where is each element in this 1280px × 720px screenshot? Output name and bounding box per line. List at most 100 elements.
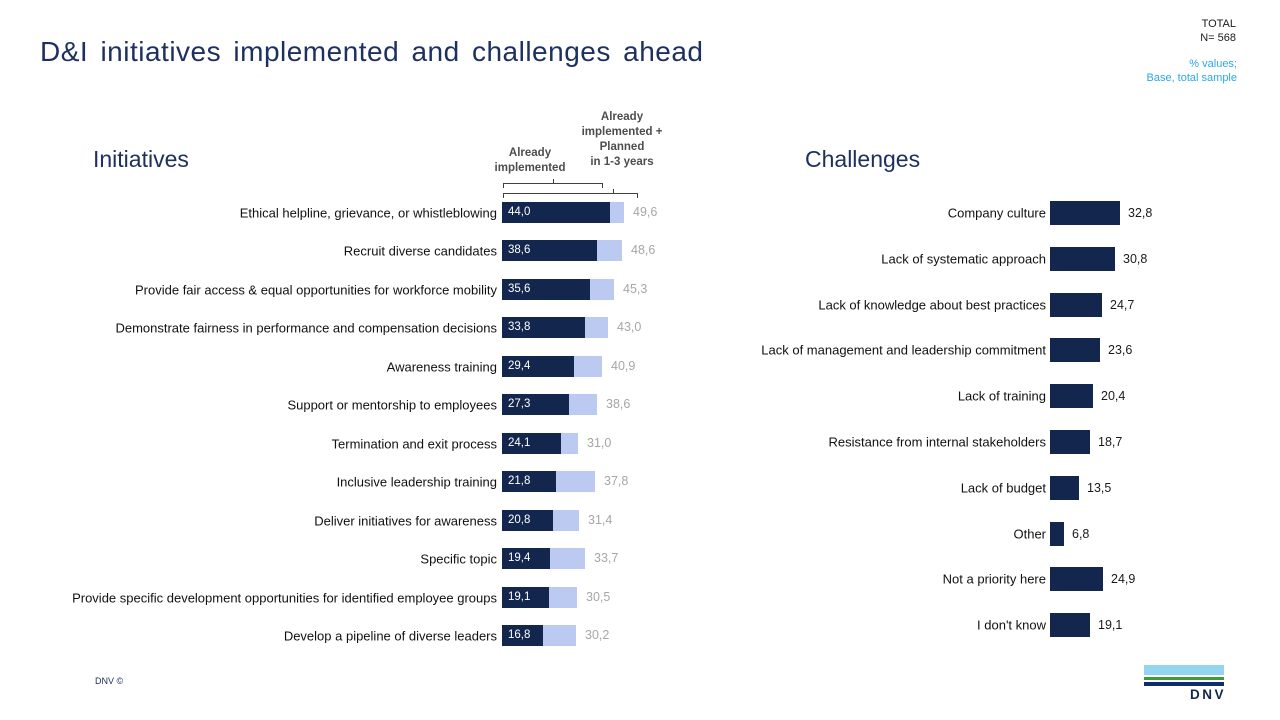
bar-already-implemented: 29,4 [502, 356, 574, 377]
bracket-already-implemented [503, 179, 603, 188]
header1-line1: Already [508, 147, 552, 159]
total-sample-block: TOTAL N= 568 [1200, 17, 1236, 45]
total-value-label: 30,5 [586, 590, 611, 604]
total-value-label: 45,3 [623, 282, 648, 296]
total-value-label: 40,9 [611, 359, 636, 373]
challenge-row: Lack of management and leadership commit… [0, 338, 1280, 362]
implemented-value-label: 19,1 [508, 591, 531, 603]
initiative-row: Ethical helpline, grievance, or whistleb… [0, 202, 1280, 223]
challenge-row: Company culture 32,8 [0, 201, 1280, 225]
footer-copyright: DNV © [95, 676, 124, 686]
bar-challenge [1050, 522, 1064, 546]
total-value-label: 38,6 [606, 397, 631, 411]
challenge-value-label: 18,7 [1098, 435, 1123, 449]
initiative-row: Specific topic 19,4 33,7 [0, 548, 1280, 569]
column-header-already-implemented: Already implemented [478, 146, 582, 176]
challenge-row: Lack of knowledge about best practices 24… [0, 293, 1280, 317]
bar-already-implemented: 35,6 [502, 279, 590, 300]
challenge-category-label: Lack of management and leadership commit… [761, 342, 1046, 358]
total-value-label: 31,0 [587, 436, 612, 450]
challenge-category-label: Lack of systematic approach [881, 251, 1046, 267]
bar-challenge [1050, 476, 1079, 500]
initiatives-section-title: Initiatives [93, 146, 189, 172]
initiative-row: Awareness training 29,4 40,9 [0, 356, 1280, 377]
header2-line3: Planned [599, 141, 645, 153]
bar-planned-1-3-years [556, 471, 595, 492]
total-value-label: 33,7 [594, 551, 619, 565]
challenge-value-label: 19,1 [1098, 618, 1123, 632]
total-value-label: 48,6 [631, 243, 656, 257]
challenges-section-title: Challenges [805, 146, 921, 172]
bar-planned-1-3-years [549, 587, 577, 608]
bar-planned-1-3-years [569, 394, 597, 415]
bar-planned-1-3-years [610, 202, 624, 223]
total-value-label: 49,6 [633, 205, 658, 219]
challenge-row: Not a priority here 24,9 [0, 567, 1280, 591]
challenge-category-label: Lack of knowledge about best practices [818, 297, 1046, 313]
bar-already-implemented: 16,8 [502, 625, 543, 646]
challenge-row: Other 6,8 [0, 522, 1280, 546]
note-line-2: Base, total sample [1146, 72, 1238, 84]
challenge-value-label: 20,4 [1101, 389, 1126, 403]
challenge-value-label: 30,8 [1123, 252, 1148, 266]
bar-planned-1-3-years [585, 317, 608, 338]
bar-planned-1-3-years [553, 510, 579, 531]
bar-already-implemented: 19,4 [502, 548, 550, 569]
logo-sky-bar [1144, 665, 1224, 675]
logo-wordmark: DNV [1189, 687, 1226, 702]
challenge-category-label: Lack of budget [960, 480, 1046, 496]
challenge-category-label: I don't know [977, 617, 1046, 633]
initiative-category-label: Demonstrate fairness in performance and … [115, 319, 497, 335]
total-value-label: 43,0 [617, 320, 642, 334]
initiative-category-label: Deliver initiatives for awareness [314, 512, 497, 528]
bar-challenge [1050, 247, 1115, 271]
initiative-category-label: Recruit diverse candidates [343, 242, 497, 258]
challenge-value-label: 23,6 [1108, 343, 1133, 357]
total-value-label: 37,8 [604, 474, 629, 488]
initiative-category-label: Ethical helpline, grievance, or whistleb… [239, 204, 497, 220]
implemented-value-label: 38,6 [508, 244, 531, 256]
challenge-value-label: 24,7 [1110, 298, 1135, 312]
bar-already-implemented: 20,8 [502, 510, 553, 531]
implemented-value-label: 19,4 [508, 552, 531, 564]
total-value-label: 30,2 [585, 628, 610, 642]
bar-planned-1-3-years [543, 625, 576, 646]
header1-line2: implemented [494, 162, 566, 174]
page-title: D&I initiatives implemented and challeng… [40, 36, 704, 67]
bar-challenge [1050, 384, 1093, 408]
header2-line1: Already [600, 111, 644, 123]
initiative-category-label: Awareness training [386, 358, 497, 374]
initiative-category-label: Termination and exit process [331, 435, 497, 451]
bar-challenge [1050, 201, 1120, 225]
initiative-row: Inclusive leadership training 21,8 37,8 [0, 471, 1280, 492]
initiative-row: Provide fair access & equal opportunitie… [0, 279, 1280, 300]
bar-planned-1-3-years [590, 279, 614, 300]
implemented-value-label: 44,0 [508, 206, 531, 218]
bar-planned-1-3-years [574, 356, 602, 377]
implemented-value-label: 24,1 [508, 437, 531, 449]
challenge-category-label: Other [1013, 526, 1046, 542]
bar-challenge [1050, 567, 1103, 591]
challenge-row: Lack of systematic approach 30,8 [0, 247, 1280, 271]
bar-challenge [1050, 293, 1102, 317]
challenge-row: Resistance from internal stakeholders 18,… [0, 430, 1280, 454]
implemented-value-label: 27,3 [508, 398, 531, 410]
bar-planned-1-3-years [550, 548, 585, 569]
bar-planned-1-3-years [561, 433, 578, 454]
challenge-row: I don't know 19,1 [0, 613, 1280, 637]
initiative-category-label: Inclusive leadership training [336, 473, 497, 489]
challenge-category-label: Not a priority here [942, 571, 1046, 587]
initiative-row: Provide specific development opportuniti… [0, 587, 1280, 608]
initiative-row: Recruit diverse candidates 38,6 48,6 [0, 240, 1280, 261]
bar-already-implemented: 19,1 [502, 587, 549, 608]
initiative-category-label: Provide specific development opportuniti… [72, 589, 497, 605]
initiative-category-label: Support or mentorship to employees [287, 396, 497, 412]
bar-already-implemented: 27,3 [502, 394, 569, 415]
initiative-row: Termination and exit process 24,1 31,0 [0, 433, 1280, 454]
implemented-value-label: 20,8 [508, 514, 531, 526]
initiative-row: Support or mentorship to employees 27,3 38… [0, 394, 1280, 415]
bar-already-implemented: 21,8 [502, 471, 556, 492]
header2-line4: in 1-3 years [590, 156, 654, 168]
